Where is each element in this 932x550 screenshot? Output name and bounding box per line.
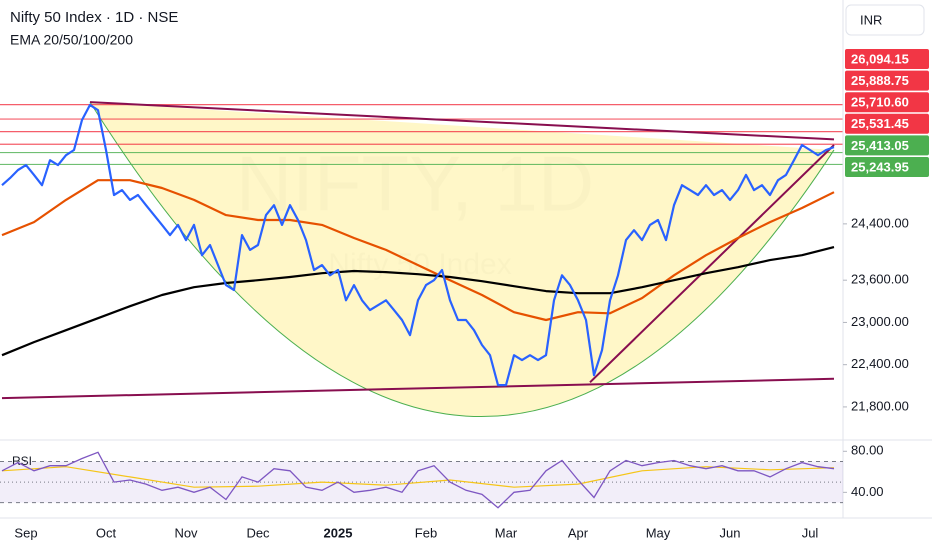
trendline bbox=[1, 377, 835, 400]
x-tick-label: Sep bbox=[14, 525, 37, 540]
x-tick-label: Jul bbox=[802, 525, 819, 540]
level-label: 25,243.95 bbox=[851, 159, 909, 174]
trendline bbox=[89, 101, 835, 141]
y-tick-label: 23,600.00 bbox=[851, 272, 909, 287]
x-tick-label: 2025 bbox=[324, 525, 353, 540]
chart-title: Nifty 50 Index · 1D · NSE bbox=[10, 9, 178, 26]
currency-button[interactable] bbox=[845, 4, 925, 36]
level-tag bbox=[845, 113, 929, 134]
x-tick-label: Apr bbox=[568, 525, 589, 540]
level-tag bbox=[845, 157, 929, 177]
y-tick-label: 21,800.00 bbox=[851, 398, 909, 413]
level-tag bbox=[845, 135, 929, 156]
level-label: 25,710.60 bbox=[851, 95, 909, 110]
level-tag bbox=[845, 92, 929, 113]
price-line bbox=[1, 103, 835, 387]
x-tick-label: Oct bbox=[96, 525, 117, 540]
trendline bbox=[589, 144, 835, 384]
y-tick-label: 24,400.00 bbox=[851, 215, 909, 230]
chart-subtitle: EMA 20/50/100/200 bbox=[10, 32, 133, 48]
level-label: 25,531.45 bbox=[851, 116, 909, 131]
cup-pattern bbox=[90, 102, 834, 417]
rsi-line bbox=[1, 451, 835, 509]
x-tick-label: May bbox=[646, 525, 671, 540]
rsi-tick-label: 40.00 bbox=[851, 484, 884, 499]
level-label: 25,888.75 bbox=[851, 73, 909, 88]
x-tick-label: Nov bbox=[174, 525, 198, 540]
currency-label[interactable]: INR bbox=[860, 12, 882, 27]
level-label: 25,413.05 bbox=[851, 138, 909, 153]
y-tick-label: 23,000.00 bbox=[851, 314, 909, 329]
x-tick-label: Mar bbox=[495, 525, 518, 540]
ema-line bbox=[1, 246, 835, 357]
y-tick-label: 22,400.00 bbox=[851, 356, 909, 371]
rsi-ma-line bbox=[1, 466, 835, 488]
rsi-label: RSI bbox=[12, 454, 32, 468]
x-tick-label: Dec bbox=[246, 525, 270, 540]
level-tag bbox=[845, 70, 929, 91]
plot-area: NIFTY, 1DNifty 50 Index bbox=[0, 101, 843, 418]
level-label: 26,094.15 bbox=[851, 51, 909, 66]
level-tag bbox=[845, 49, 929, 69]
x-tick-label: Feb bbox=[415, 525, 437, 540]
rsi-tick-label: 80.00 bbox=[851, 443, 884, 458]
ema-line bbox=[1, 179, 835, 322]
x-tick-label: Jun bbox=[720, 525, 741, 540]
